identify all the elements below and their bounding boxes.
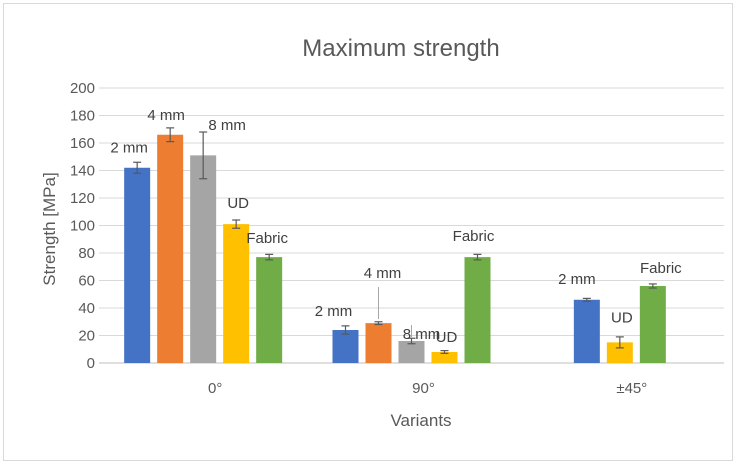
x-axis-title: Variants xyxy=(390,411,451,430)
bar xyxy=(639,286,666,363)
y-tick-label: 40 xyxy=(78,300,95,317)
data-label: 4 mm xyxy=(147,107,185,124)
data-label: 8 mm xyxy=(403,326,441,343)
x-category-label: ±45° xyxy=(616,380,647,397)
data-label: UD xyxy=(227,195,249,212)
data-label: UD xyxy=(436,329,458,346)
bars xyxy=(124,134,666,363)
bar xyxy=(223,224,250,363)
data-label: 8 mm xyxy=(208,117,246,134)
bar xyxy=(157,134,184,363)
bar xyxy=(190,155,217,363)
bar xyxy=(332,330,359,363)
data-label: Fabric xyxy=(246,230,288,247)
data-label: UD xyxy=(611,309,633,326)
bar xyxy=(573,299,600,363)
y-tick-label: 80 xyxy=(78,245,95,262)
x-category-label: 90° xyxy=(412,380,435,397)
y-tick-label: 140 xyxy=(70,163,95,180)
bar xyxy=(464,257,491,363)
y-tick-label: 20 xyxy=(78,328,95,345)
y-tick-label: 0 xyxy=(87,355,95,372)
y-tick-label: 100 xyxy=(70,218,95,235)
y-tick-label: 160 xyxy=(70,135,95,152)
chart-svg: Maximum strength 0 20 40 60 80 100 120 140 160 18… xyxy=(40,35,724,430)
bar xyxy=(606,342,633,363)
data-label: 2 mm xyxy=(558,271,596,288)
bar xyxy=(398,341,425,363)
error-bars xyxy=(133,127,657,354)
data-label: 4 mm xyxy=(364,265,402,282)
x-category-label: 0° xyxy=(208,380,222,397)
data-label: Fabric xyxy=(453,228,495,245)
bar xyxy=(365,323,392,363)
bar xyxy=(256,257,283,363)
data-label: Fabric xyxy=(640,260,682,277)
y-tick-label: 120 xyxy=(70,190,95,207)
chart-frame: Maximum strength 0 20 40 60 80 100 120 140 160 18… xyxy=(3,3,733,461)
data-label: 2 mm xyxy=(110,139,148,156)
chart-title: Maximum strength xyxy=(302,35,499,62)
y-tick-label: 180 xyxy=(70,108,95,125)
y-axis-title: Strength [MPa] xyxy=(40,172,59,285)
x-category-labels: 0° 90° ±45° xyxy=(208,380,647,397)
y-tick-label: 200 xyxy=(70,80,95,97)
bar xyxy=(431,352,458,363)
y-tick-label: 60 xyxy=(78,273,95,290)
y-tick-labels: 0 20 40 60 80 100 120 140 160 180 200 xyxy=(70,80,95,372)
data-label: 2 mm xyxy=(315,303,353,320)
bar xyxy=(124,167,151,363)
